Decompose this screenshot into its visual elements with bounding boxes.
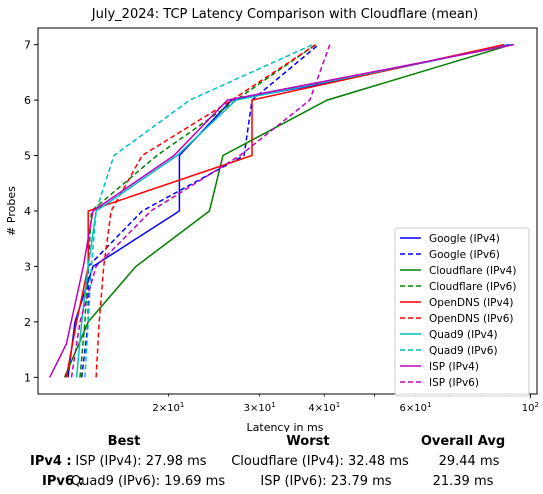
- legend: Google (IPv4) Google (IPv6) Cloudflare (IP…: [394, 227, 530, 397]
- row-ipv6-worst: ISP (IPv6): 23.79 ms: [260, 474, 392, 489]
- legend-label-isp-ipv4: ISP (IPv4): [429, 361, 479, 373]
- legend-label-cloudflare-ipv4: Cloudflare (IPv4): [429, 265, 516, 277]
- series-line-isp-ipv4: [49, 43, 515, 378]
- legend-label-opendns-ipv4: OpenDNS (IPv4): [429, 297, 514, 309]
- series-line-opendns-ipv6: [95, 43, 317, 378]
- series-layer: [49, 43, 515, 378]
- row-ipv6-label: IPv6 :: [42, 474, 84, 489]
- legend-frame: [394, 227, 530, 397]
- x-minor-tick-label: 6×101: [400, 401, 432, 414]
- y-tick-label: 1: [24, 371, 31, 384]
- header-best: Best: [107, 434, 141, 449]
- row-ipv4-label: IPv4 :: [30, 454, 72, 469]
- x-minor-tick-label: 2×101: [152, 401, 184, 414]
- row-ipv4-worst: Cloudflare (IPv4): 32.48 ms: [231, 454, 409, 469]
- y-tick-label: 6: [24, 94, 31, 107]
- x-minor-tick-label: 4×101: [308, 401, 340, 414]
- y-axis-label: # Probes: [5, 186, 18, 236]
- header-worst: Worst: [286, 434, 330, 449]
- y-tick-label: 5: [24, 150, 31, 163]
- legend-label-opendns-ipv6: OpenDNS (IPv6): [429, 313, 514, 325]
- x-minor-tick-label: 3×101: [244, 401, 276, 414]
- summary-table: Best Worst Overall Avg IPv4 : ISP (IPv4)…: [0, 432, 543, 494]
- series-line-google-ipv6: [80, 44, 320, 378]
- series-line-isp-ipv6: [70, 44, 331, 378]
- series-line-opendns-ipv4: [65, 43, 505, 378]
- legend-label-google-ipv6: Google (IPv6): [429, 249, 500, 261]
- y-tick-label: 4: [24, 205, 31, 218]
- row-ipv4-avg: 29.44 ms: [438, 454, 500, 469]
- legend-label-google-ipv4: Google (IPv4): [429, 233, 500, 245]
- row-ipv6-best: Quad9 (IPv6): 19.69 ms: [70, 474, 226, 489]
- legend-label-cloudflare-ipv6: Cloudflare (IPv6): [429, 281, 516, 293]
- row-ipv4-best: ISP (IPv4): 27.98 ms: [75, 454, 207, 469]
- header-overall-avg: Overall Avg: [420, 434, 506, 449]
- legend-label-quad9-ipv6: Quad9 (IPv6): [429, 345, 498, 357]
- row-ipv6-avg: 21.39 ms: [432, 474, 494, 489]
- series-line-quad9-ipv4: [75, 43, 512, 378]
- chart-title: July_2024: TCP Latency Comparison with C…: [91, 7, 478, 22]
- series-line-cloudflare-ipv4: [63, 43, 512, 378]
- y-tick-label: 7: [24, 39, 31, 52]
- legend-label-quad9-ipv4: Quad9 (IPv4): [429, 329, 498, 341]
- x-axis-label: Latency in ms: [247, 421, 324, 432]
- x-major-tick-label: 102: [522, 401, 539, 414]
- y-tick-label: 3: [24, 260, 31, 273]
- legend-label-isp-ipv6: ISP (IPv6): [429, 377, 479, 389]
- latency-chart: July_2024: TCP Latency Comparison with C…: [5, 7, 539, 432]
- y-tick-label: 2: [24, 316, 31, 329]
